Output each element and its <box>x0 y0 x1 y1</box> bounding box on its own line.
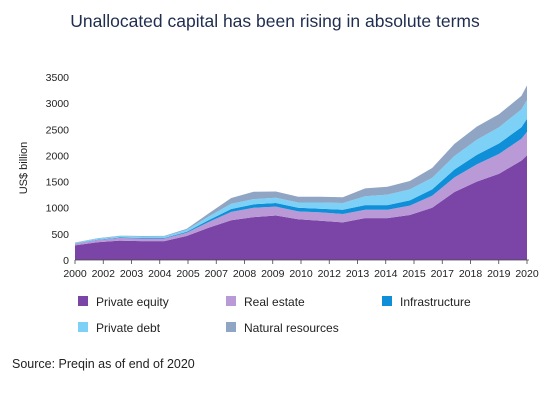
x-tick-label: 2005 <box>176 268 200 280</box>
x-tick-label: 2018 <box>459 268 483 280</box>
chart-title: Unallocated capital has been rising in a… <box>70 11 480 31</box>
x-tick-label: 2014 <box>374 268 398 280</box>
x-tick-label: 2019 <box>487 268 511 280</box>
x-tick-label: 2003 <box>120 268 144 280</box>
x-tick-label: 2015 <box>402 268 426 280</box>
legend-swatch <box>226 322 236 332</box>
y-axis-label-group: US$ billion <box>18 142 30 195</box>
y-tick-label: 2000 <box>46 150 70 162</box>
x-tick-label: 2012 <box>318 268 342 280</box>
y-tick-label: 3500 <box>46 72 70 84</box>
legend-label: Natural resources <box>244 321 339 335</box>
legend-swatch <box>78 322 88 332</box>
legend: Private equity Real estate Infrastructure P… <box>78 295 471 335</box>
x-ticks: 2000 2002 2003 2004 2005 2007 2008 2009 2010 2012… <box>63 260 539 280</box>
x-tick-label: 2009 <box>261 268 285 280</box>
legend-label: Private equity <box>96 295 169 309</box>
y-ticks: 0 500 1000 1500 2000 2500 3000 3500 <box>46 72 70 267</box>
x-tick-label: 2002 <box>92 268 116 280</box>
legend-swatch <box>226 296 236 306</box>
y-tick-label: 3000 <box>46 98 70 110</box>
x-tick-label: 2000 <box>63 268 87 280</box>
y-tick-label: 1500 <box>46 177 70 189</box>
x-tick-label: 2013 <box>346 268 370 280</box>
legend-label: Private debt <box>96 321 161 335</box>
legend-swatch <box>382 296 392 306</box>
legend-swatch <box>78 296 88 306</box>
x-tick-label: 2017 <box>431 268 455 280</box>
legend-label: Real estate <box>244 295 305 309</box>
y-axis-label: US$ billion <box>18 142 30 195</box>
y-tick-label: 500 <box>51 229 69 241</box>
source-note: Source: Preqin as of end of 2020 <box>12 357 195 371</box>
legend-label: Infrastructure <box>400 295 471 309</box>
y-tick-label: 0 <box>63 255 69 267</box>
x-tick-label: 2010 <box>289 268 313 280</box>
x-tick-label: 2007 <box>205 268 229 280</box>
x-tick-label: 2008 <box>233 268 257 280</box>
x-tick-label: 2020 <box>515 268 539 280</box>
y-tick-label: 1000 <box>46 203 70 215</box>
x-tick-label: 2004 <box>148 268 172 280</box>
stacked-areas <box>75 85 527 260</box>
area-private-equity <box>75 155 527 260</box>
area-natural-resources <box>75 85 527 243</box>
y-tick-label: 2500 <box>46 124 70 136</box>
